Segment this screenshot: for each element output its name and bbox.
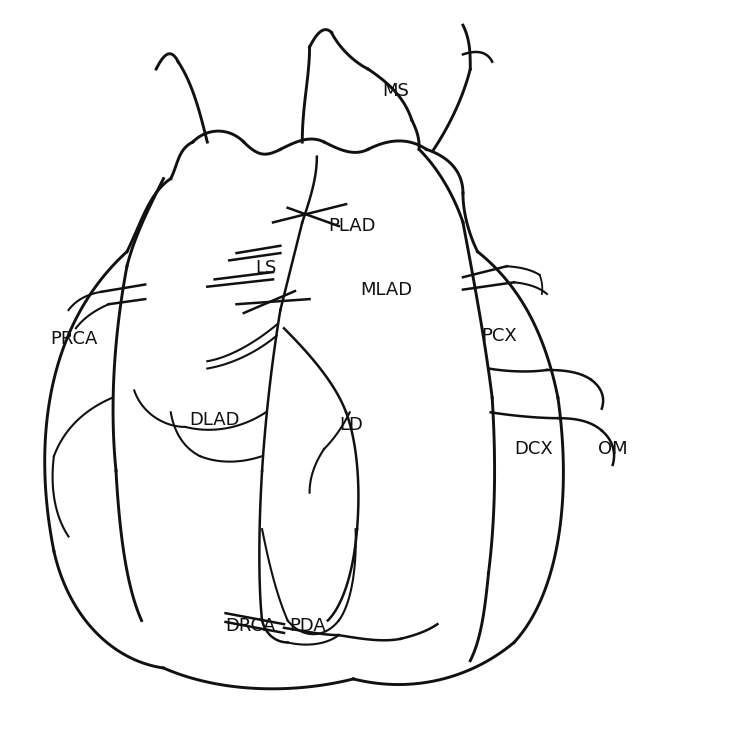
Text: DRCA: DRCA xyxy=(225,617,276,635)
Text: PRCA: PRCA xyxy=(50,330,98,349)
Text: PDA: PDA xyxy=(289,617,326,635)
Text: OM: OM xyxy=(598,440,628,458)
Text: DLAD: DLAD xyxy=(189,411,239,429)
Text: LD: LD xyxy=(339,416,363,435)
Text: PLAD: PLAD xyxy=(328,217,375,235)
Text: MLAD: MLAD xyxy=(361,281,413,298)
Text: MS: MS xyxy=(383,82,409,100)
Text: LS: LS xyxy=(255,259,276,276)
Text: DCX: DCX xyxy=(514,440,553,458)
Text: PCX: PCX xyxy=(481,326,517,345)
